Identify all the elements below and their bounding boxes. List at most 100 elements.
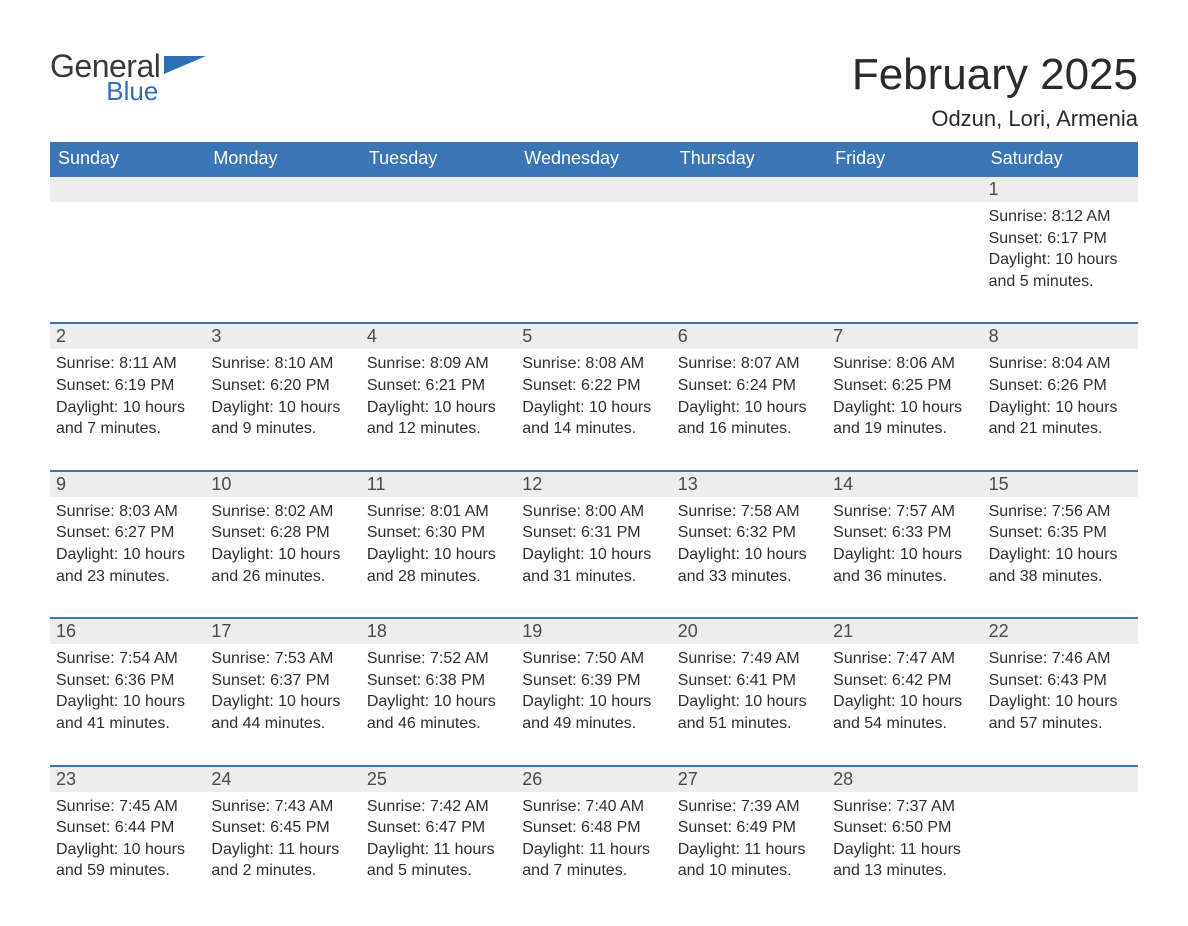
calendar-cell: Sunrise: 7:46 AMSunset: 6:43 PMDaylight:…	[983, 644, 1138, 738]
sunrise-text: Sunrise: 7:49 AM	[678, 648, 821, 670]
title-block: February 2025 Odzun, Lori, Armenia	[852, 50, 1138, 132]
day-number: 2	[50, 324, 205, 349]
daylight-text: Daylight: 10 hours and 7 minutes.	[56, 397, 199, 440]
day-number: 28	[827, 767, 982, 792]
daylight-text: Daylight: 10 hours and 57 minutes.	[989, 691, 1132, 734]
day-number: 7	[827, 324, 982, 349]
brand-flag-icon	[164, 56, 206, 87]
sunset-text: Sunset: 6:25 PM	[833, 375, 976, 397]
daylight-text: Daylight: 10 hours and 21 minutes.	[989, 397, 1132, 440]
day-number	[827, 177, 982, 202]
sunrise-text: Sunrise: 7:54 AM	[56, 648, 199, 670]
daynum-row: 9101112131415	[50, 472, 1138, 497]
day-number: 9	[50, 472, 205, 497]
sunrise-text: Sunrise: 7:42 AM	[367, 796, 510, 818]
calendar-cell: Sunrise: 7:52 AMSunset: 6:38 PMDaylight:…	[361, 644, 516, 738]
calendar-cell	[516, 202, 671, 296]
daylight-text: Daylight: 10 hours and 46 minutes.	[367, 691, 510, 734]
sunrise-text: Sunrise: 7:58 AM	[678, 501, 821, 523]
calendar-cell: Sunrise: 7:37 AMSunset: 6:50 PMDaylight:…	[827, 792, 982, 886]
calendar-cell: Sunrise: 7:57 AMSunset: 6:33 PMDaylight:…	[827, 497, 982, 591]
day-number: 20	[672, 619, 827, 644]
sunset-text: Sunset: 6:35 PM	[989, 522, 1132, 544]
dayhead-saturday: Saturday	[983, 142, 1138, 175]
daylight-text: Daylight: 10 hours and 14 minutes.	[522, 397, 665, 440]
weeks-container: 1Sunrise: 8:12 AMSunset: 6:17 PMDaylight…	[50, 175, 1138, 886]
sunrise-text: Sunrise: 8:06 AM	[833, 353, 976, 375]
daylight-text: Daylight: 11 hours and 2 minutes.	[211, 839, 354, 882]
day-number	[983, 767, 1138, 792]
sunset-text: Sunset: 6:26 PM	[989, 375, 1132, 397]
day-number	[516, 177, 671, 202]
day-number: 23	[50, 767, 205, 792]
day-number	[50, 177, 205, 202]
sunrise-text: Sunrise: 8:03 AM	[56, 501, 199, 523]
daylight-text: Daylight: 10 hours and 26 minutes.	[211, 544, 354, 587]
day-number: 22	[983, 619, 1138, 644]
brand-logo: General Blue	[50, 50, 206, 104]
daylight-text: Daylight: 10 hours and 54 minutes.	[833, 691, 976, 734]
day-number: 4	[361, 324, 516, 349]
sunrise-text: Sunrise: 8:11 AM	[56, 353, 199, 375]
dayhead-sunday: Sunday	[50, 142, 205, 175]
day-number: 1	[983, 177, 1138, 202]
day-number: 10	[205, 472, 360, 497]
location-subtitle: Odzun, Lori, Armenia	[852, 106, 1138, 132]
daylight-text: Daylight: 10 hours and 19 minutes.	[833, 397, 976, 440]
daynum-row: 1	[50, 177, 1138, 202]
daylight-text: Daylight: 10 hours and 5 minutes.	[989, 249, 1132, 292]
brand-word2: Blue	[50, 78, 160, 104]
day-number: 11	[361, 472, 516, 497]
calendar-cell: Sunrise: 7:42 AMSunset: 6:47 PMDaylight:…	[361, 792, 516, 886]
sunset-text: Sunset: 6:17 PM	[989, 228, 1132, 250]
sunset-text: Sunset: 6:36 PM	[56, 670, 199, 692]
dayhead-wednesday: Wednesday	[516, 142, 671, 175]
calendar-cell: Sunrise: 8:02 AMSunset: 6:28 PMDaylight:…	[205, 497, 360, 591]
sunrise-text: Sunrise: 8:04 AM	[989, 353, 1132, 375]
calendar-cell	[205, 202, 360, 296]
calendar-cell	[672, 202, 827, 296]
calendar-cell: Sunrise: 7:45 AMSunset: 6:44 PMDaylight:…	[50, 792, 205, 886]
sunrise-text: Sunrise: 7:45 AM	[56, 796, 199, 818]
daylight-text: Daylight: 10 hours and 33 minutes.	[678, 544, 821, 587]
brand-text: General Blue	[50, 50, 160, 104]
daylight-text: Daylight: 11 hours and 7 minutes.	[522, 839, 665, 882]
day-number: 3	[205, 324, 360, 349]
dayhead-monday: Monday	[205, 142, 360, 175]
daylight-text: Daylight: 10 hours and 36 minutes.	[833, 544, 976, 587]
month-title: February 2025	[852, 50, 1138, 100]
sunset-text: Sunset: 6:28 PM	[211, 522, 354, 544]
calendar-cell: Sunrise: 8:07 AMSunset: 6:24 PMDaylight:…	[672, 349, 827, 443]
daylight-text: Daylight: 10 hours and 23 minutes.	[56, 544, 199, 587]
sunset-text: Sunset: 6:33 PM	[833, 522, 976, 544]
daylight-text: Daylight: 11 hours and 10 minutes.	[678, 839, 821, 882]
calendar-cell: Sunrise: 8:08 AMSunset: 6:22 PMDaylight:…	[516, 349, 671, 443]
daylight-text: Daylight: 10 hours and 38 minutes.	[989, 544, 1132, 587]
daylight-text: Daylight: 10 hours and 31 minutes.	[522, 544, 665, 587]
calendar-cell: Sunrise: 8:03 AMSunset: 6:27 PMDaylight:…	[50, 497, 205, 591]
calendar-cell: Sunrise: 8:01 AMSunset: 6:30 PMDaylight:…	[361, 497, 516, 591]
daylight-text: Daylight: 11 hours and 5 minutes.	[367, 839, 510, 882]
sunset-text: Sunset: 6:22 PM	[522, 375, 665, 397]
sunrise-text: Sunrise: 8:09 AM	[367, 353, 510, 375]
sunrise-text: Sunrise: 7:43 AM	[211, 796, 354, 818]
sunrise-text: Sunrise: 8:08 AM	[522, 353, 665, 375]
day-number: 27	[672, 767, 827, 792]
dayhead-thursday: Thursday	[672, 142, 827, 175]
calendar-cell: Sunrise: 8:11 AMSunset: 6:19 PMDaylight:…	[50, 349, 205, 443]
calendar-cell: Sunrise: 8:06 AMSunset: 6:25 PMDaylight:…	[827, 349, 982, 443]
sunrise-text: Sunrise: 8:12 AM	[989, 206, 1132, 228]
sunset-text: Sunset: 6:48 PM	[522, 817, 665, 839]
calendar-cell	[983, 792, 1138, 886]
sunset-text: Sunset: 6:47 PM	[367, 817, 510, 839]
calendar-cell: Sunrise: 7:54 AMSunset: 6:36 PMDaylight:…	[50, 644, 205, 738]
day-number	[672, 177, 827, 202]
calendar-week: 9101112131415Sunrise: 8:03 AMSunset: 6:2…	[50, 470, 1138, 591]
page-header: General Blue February 2025 Odzun, Lori, …	[50, 50, 1138, 132]
dayhead-friday: Friday	[827, 142, 982, 175]
sunset-text: Sunset: 6:50 PM	[833, 817, 976, 839]
calendar-week: 2345678Sunrise: 8:11 AMSunset: 6:19 PMDa…	[50, 322, 1138, 443]
sunrise-text: Sunrise: 7:57 AM	[833, 501, 976, 523]
day-number: 12	[516, 472, 671, 497]
daylight-text: Daylight: 10 hours and 59 minutes.	[56, 839, 199, 882]
